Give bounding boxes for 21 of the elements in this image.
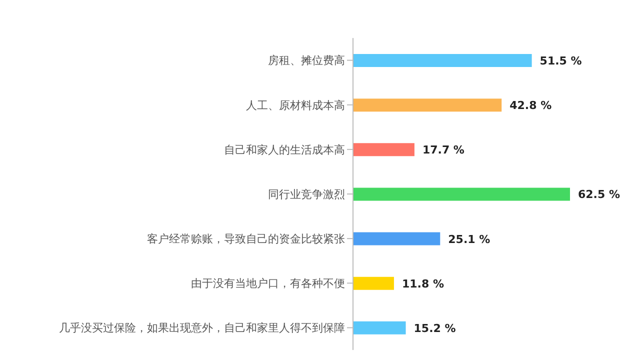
bar [353,188,570,201]
y-tick-label: 客户经常赊账，导致自己的资金比较紧张 [147,232,345,246]
data-label: 25.1 % [448,232,490,246]
bar [353,321,406,334]
bar [353,276,394,290]
y-tick-label: 自己和家人的生活成本高 [224,143,345,156]
bar [353,232,440,246]
data-label: 62.5 % [578,188,620,202]
bar [353,54,532,67]
y-tick-label: 房租、摊位费高 [268,54,345,68]
y-tick-label: 由于没有当地户口，有各种不便 [191,277,345,290]
data-label: 51.5 % [540,54,582,68]
y-tick-label: 人工、原材料成本高 [246,98,345,112]
data-label: 11.8 % [402,277,444,290]
data-label: 42.8 % [510,99,552,112]
bar [353,143,414,156]
data-label: 15.2 % [414,322,456,335]
y-tick-label: 同行业竞争激烈 [268,188,345,201]
y-tick-label: 几乎没买过保险，如果出现意外，自己和家里人得不到保障 [59,322,345,335]
bar [353,98,502,112]
data-label: 17.7 % [422,144,464,157]
